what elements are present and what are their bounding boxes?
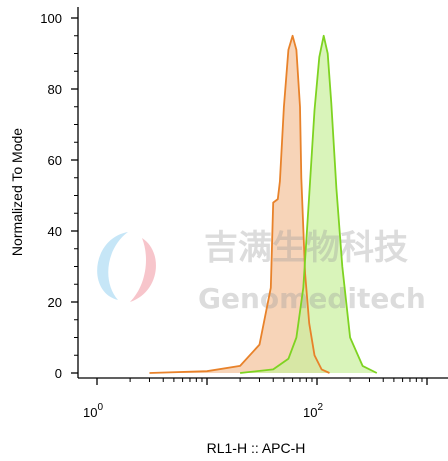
watermark: 吉满生物科技 Genomeditech bbox=[97, 228, 426, 315]
series-2-area bbox=[240, 35, 377, 374]
y-tick-label: 20 bbox=[48, 295, 62, 310]
y-axis-title: Normalized To Mode bbox=[9, 128, 25, 256]
x-ticks: 100102104106 bbox=[83, 378, 428, 420]
series-2-line bbox=[240, 34, 378, 374]
watermark-logo-icon bbox=[97, 232, 156, 302]
series-1-area bbox=[149, 35, 330, 374]
histogram-fills bbox=[149, 35, 377, 374]
y-tick-label: 0 bbox=[55, 366, 62, 381]
histogram-lines bbox=[149, 34, 378, 374]
x-axis-title: RL1-H :: APC-H bbox=[207, 440, 306, 456]
watermark-en-text: Genomeditech bbox=[198, 282, 426, 315]
y-tick-label: 80 bbox=[48, 82, 62, 97]
x-tick-label: 102 bbox=[303, 402, 323, 420]
y-tick-label: 100 bbox=[40, 11, 62, 26]
x-tick-label: 100 bbox=[83, 402, 103, 420]
y-tick-label: 60 bbox=[48, 153, 62, 168]
series-1-line bbox=[149, 34, 330, 374]
y-tick-label: 40 bbox=[48, 224, 62, 239]
y-ticks: 0 20 40 60 80 100 bbox=[40, 11, 78, 381]
